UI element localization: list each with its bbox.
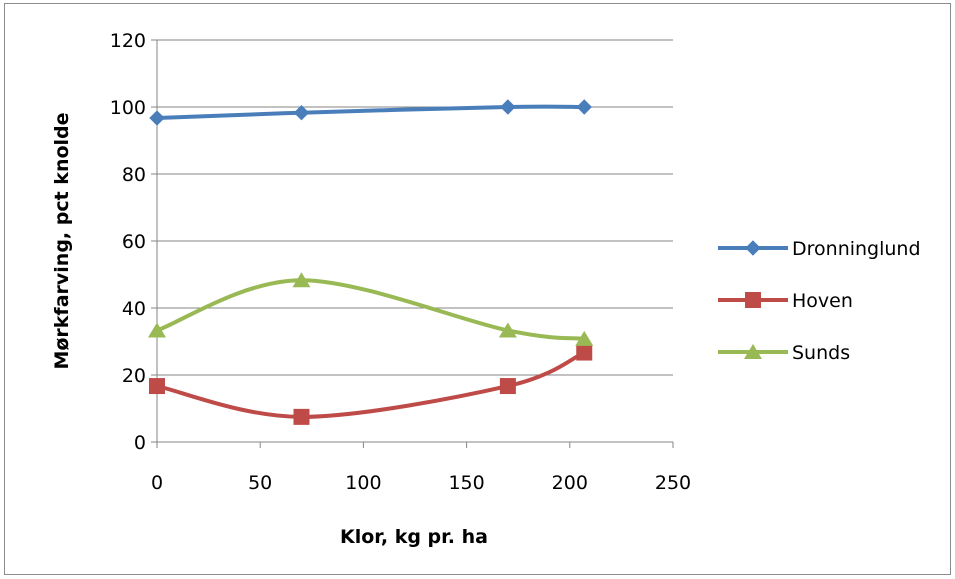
data-point: [575, 330, 594, 346]
legend-label: Dronninglund: [792, 238, 921, 260]
x-tick-label: 100: [345, 472, 381, 494]
legend-label: Hoven: [792, 290, 853, 312]
data-point: [293, 408, 310, 425]
data-point: [576, 344, 593, 361]
legend-marker: [745, 240, 761, 256]
series-dronninglund: [149, 99, 592, 126]
y-tick-label: 120: [110, 30, 146, 52]
x-axis-title: Klor, kg pr. ha: [340, 526, 488, 548]
data-point: [148, 322, 166, 338]
y-axis-title: Mørkfarving, pct knolde: [51, 112, 73, 369]
data-point: [500, 99, 516, 115]
y-tick-label: 0: [134, 432, 146, 454]
y-tick-label: 60: [122, 231, 146, 253]
x-tick-label: 150: [448, 472, 484, 494]
data-point: [576, 99, 592, 115]
legend-item-sunds: Sunds: [718, 342, 850, 364]
data-point: [498, 322, 517, 338]
y-tick-label: 80: [122, 164, 146, 186]
x-tick-label: 50: [248, 472, 272, 494]
series-line: [155, 104, 587, 121]
data-point: [149, 378, 165, 395]
y-tick-label: 20: [122, 365, 146, 387]
legend: Dronninglund Hoven Sunds: [718, 238, 921, 364]
data-point: [292, 272, 311, 288]
legend-marker: [745, 292, 761, 308]
axes: 0 20 40 60 80 100 120 0 50 100 150 200 250: [110, 30, 691, 494]
data-point: [293, 104, 310, 121]
y-tick-label: 100: [110, 97, 146, 119]
series-hoven: [149, 344, 593, 425]
legend-label: Sunds: [792, 342, 850, 364]
series-layer: [148, 99, 594, 425]
legend-item-hoven: Hoven: [718, 290, 853, 312]
x-tick-label: 250: [655, 472, 691, 494]
series-line: [155, 278, 587, 341]
series-sunds: [148, 272, 594, 346]
data-point: [149, 110, 165, 126]
x-tick-label: 200: [552, 472, 588, 494]
legend-item-dronninglund: Dronninglund: [718, 238, 921, 260]
series-line: [155, 350, 587, 419]
data-point: [499, 378, 516, 395]
gridlines: [157, 39, 673, 376]
chart-frame: [4, 3, 951, 575]
x-tick-label: 0: [151, 472, 163, 494]
legend-marker: [744, 344, 762, 359]
y-tick-label: 40: [122, 298, 146, 320]
